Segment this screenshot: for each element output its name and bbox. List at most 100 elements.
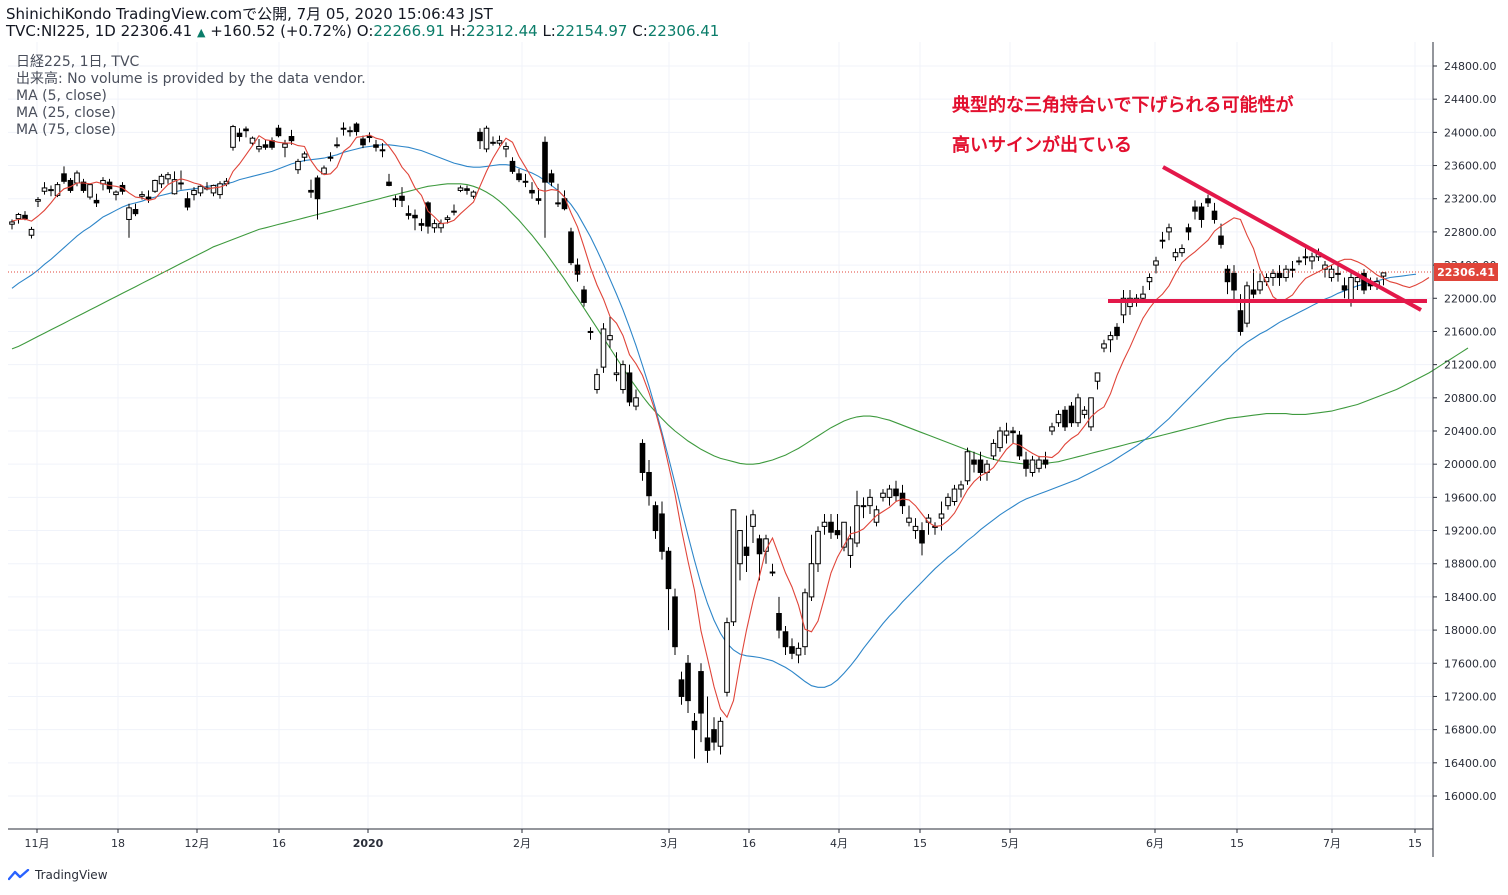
candle: [789, 638, 795, 660]
price-tick-label: 18000.00: [1444, 624, 1497, 637]
candle: [834, 513, 841, 539]
candle-body: [178, 182, 184, 185]
legend-volume[interactable]: 出来高: No volume is provided by the data v…: [16, 71, 366, 87]
candle-body: [262, 144, 269, 148]
candle: [860, 497, 867, 519]
time-axis[interactable]: 11月 18 12月 16 2020 2月 3月 16 4月 15 5月 6月 15 7月 15: [25, 829, 1423, 850]
candle-body: [698, 671, 704, 714]
candle: [451, 204, 457, 216]
candle: [815, 526, 821, 573]
candle: [126, 203, 132, 238]
candle: [28, 226, 35, 239]
candle: [633, 389, 639, 411]
candle: [1341, 277, 1348, 299]
candle-body: [1062, 409, 1068, 428]
time-tick-label: 16: [742, 837, 756, 850]
candle: [782, 625, 789, 655]
candle-body: [1218, 235, 1224, 245]
candle-body: [1120, 297, 1127, 316]
candle-body: [568, 231, 574, 264]
candle-body: [282, 143, 288, 148]
candle-body: [217, 183, 223, 196]
legend-ma5[interactable]: MA (5, close): [16, 88, 107, 104]
candle: [1211, 202, 1218, 224]
candle: [1088, 397, 1094, 431]
symbol-label[interactable]: TVC:NI225, 1D: [6, 22, 116, 40]
triangle-upper-trendline[interactable]: [1162, 165, 1422, 312]
candle: [158, 173, 165, 188]
candle: [373, 139, 379, 152]
candle-body: [639, 442, 646, 473]
legend-ma75[interactable]: MA (75, close): [16, 122, 116, 138]
candle: [457, 185, 464, 193]
candle-body: [321, 167, 327, 175]
candle-body: [236, 132, 243, 138]
candle: [620, 360, 626, 394]
candle: [639, 439, 646, 481]
candle-body: [1101, 343, 1107, 349]
candle: [587, 327, 594, 340]
time-tick-label: 11月: [25, 837, 50, 850]
annotation-line-2: 高いサインが出ている: [952, 135, 1132, 156]
time-tick-label: 15: [1408, 837, 1422, 850]
candle: [756, 534, 763, 581]
candle: [542, 136, 548, 238]
tradingview-logo-icon: [8, 869, 30, 881]
candle: [1146, 273, 1153, 290]
candle-body: [607, 335, 613, 341]
change-arrow-icon: ▲: [197, 26, 206, 39]
candle: [496, 135, 503, 146]
price-tick-label: 24800.00: [1444, 60, 1497, 73]
candle-body: [581, 289, 587, 303]
candle: [594, 368, 600, 394]
candle: [1179, 244, 1185, 257]
candle: [171, 171, 178, 195]
brand-footer[interactable]: TradingView: [8, 868, 108, 882]
price-tick-label: 24000.00: [1444, 126, 1497, 139]
candle: [821, 513, 828, 535]
candle-body: [958, 484, 964, 490]
candle: [808, 534, 815, 602]
candle-body: [93, 199, 100, 204]
candle: [399, 187, 405, 208]
candle: [87, 183, 93, 200]
candle: [327, 152, 334, 162]
candle: [301, 151, 308, 162]
candle: [990, 439, 997, 461]
price-axis[interactable]: 16000.00 16400.00 16800.00 17200.00 17600.00…: [1433, 60, 1497, 803]
candle: [386, 173, 392, 187]
legend-ma25[interactable]: MA (25, close): [16, 105, 116, 121]
legend-series[interactable]: 日経225, 1日, TVC: [16, 54, 140, 70]
candle: [35, 197, 41, 208]
candle: [1296, 256, 1302, 266]
candle: [529, 182, 535, 199]
candle: [93, 193, 100, 208]
candle: [1205, 194, 1211, 208]
candle-body: [509, 160, 516, 172]
candle-body: [165, 174, 171, 180]
candle-body: [386, 181, 392, 186]
candle-body: [691, 720, 698, 731]
candle-body: [821, 521, 828, 527]
candle-body: [249, 137, 256, 144]
candle-body: [210, 184, 217, 194]
candle: [1244, 281, 1250, 328]
candle: [945, 493, 951, 510]
candle-body: [1224, 268, 1231, 283]
ohlc-line: TVC:NI225, 1D 22306.41 ▲ +160.52 (+0.72%…: [6, 23, 719, 41]
high-label: H:: [449, 22, 467, 40]
change-value: +160.52 (+0.72%): [210, 22, 352, 40]
candle: [672, 588, 678, 655]
low-value: 22154.97: [555, 22, 628, 40]
publish-line: ShinichiKondo TradingView.comで公開, 7月 05,…: [6, 6, 493, 23]
candle: [522, 173, 529, 188]
price-tick-label: 21600.00: [1444, 325, 1497, 338]
candle: [646, 460, 652, 506]
candle: [347, 126, 353, 137]
candle-body: [685, 662, 691, 702]
candle-body: [464, 188, 470, 191]
candle-body: [1153, 260, 1159, 266]
candle-body: [789, 646, 795, 654]
candle-body: [256, 145, 262, 150]
